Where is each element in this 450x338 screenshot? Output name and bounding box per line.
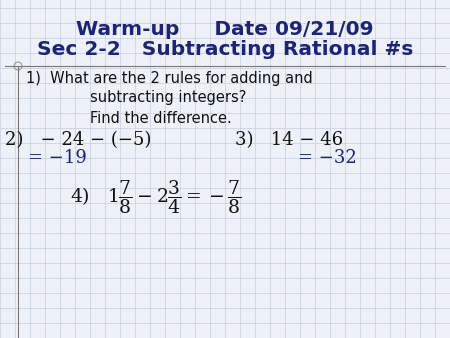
- Text: = −32: = −32: [298, 149, 357, 167]
- Text: 3)   14 − 46: 3) 14 − 46: [235, 131, 343, 149]
- Text: 2)   − 24 − (−5): 2) − 24 − (−5): [5, 131, 151, 149]
- Text: Warm-up     Date 09/21/09: Warm-up Date 09/21/09: [76, 20, 374, 39]
- Text: subtracting integers?: subtracting integers?: [90, 90, 247, 105]
- Text: Sec 2-2   Subtracting Rational #s: Sec 2-2 Subtracting Rational #s: [37, 40, 413, 59]
- Text: = −19: = −19: [28, 149, 87, 167]
- Text: Find the difference.: Find the difference.: [90, 111, 232, 126]
- Text: 1)  What are the 2 rules for adding and: 1) What are the 2 rules for adding and: [26, 71, 313, 86]
- Text: $4)\ \ \ 1\dfrac{7}{8} - 2\dfrac{3}{4} = -\dfrac{7}{8}$: $4)\ \ \ 1\dfrac{7}{8} - 2\dfrac{3}{4} =…: [70, 178, 242, 216]
